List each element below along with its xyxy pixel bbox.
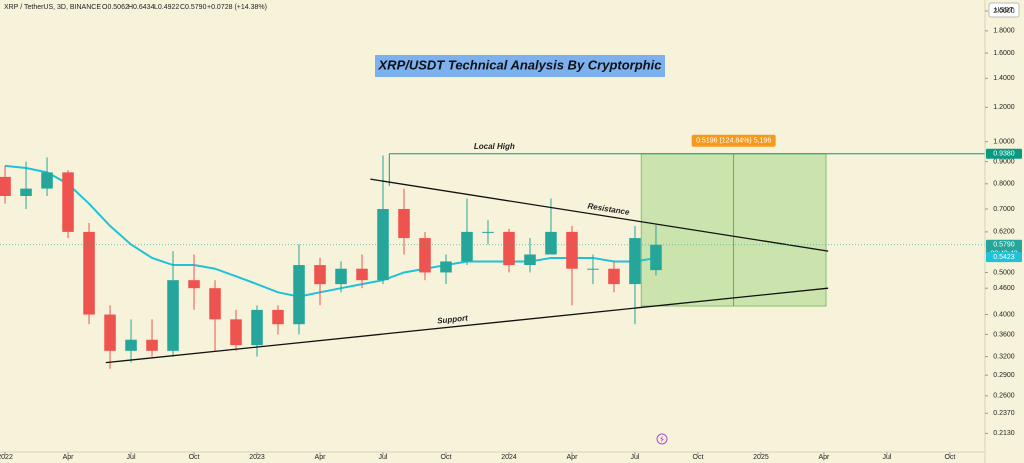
- y-tick-label: 0.3600: [993, 331, 1015, 338]
- candle-body: [461, 231, 473, 262]
- currency[interactable]: USDT: [994, 7, 1014, 14]
- candle-body: [650, 244, 662, 271]
- candle-body: [62, 172, 74, 232]
- candle-body: [314, 265, 326, 285]
- x-tick-label: 2023: [249, 454, 265, 461]
- currency-button[interactable]: [988, 2, 1020, 18]
- ohlc-high: H0.6434: [128, 4, 155, 11]
- price-tag: [986, 252, 1022, 263]
- y-tick-label: 0.2370: [993, 410, 1015, 417]
- candle-body: [230, 319, 242, 346]
- measure-label: 0.5196 (124.84%) 5,196: [696, 138, 771, 145]
- candle-body: [104, 314, 116, 351]
- x-tick-label: Apr: [818, 454, 830, 461]
- ohlc-change: +0.0728 (+14.38%): [207, 4, 267, 11]
- y-tick-label: 0.8000: [993, 181, 1015, 188]
- y-tick-label: 0.7000: [993, 206, 1015, 213]
- candle-body: [20, 188, 32, 196]
- price-tag-label: 0.5790: [993, 242, 1015, 249]
- candle-body: [146, 339, 158, 351]
- candle-body: [188, 280, 200, 289]
- y-tick-label: 2.0000: [993, 8, 1015, 15]
- price-tag-label: 0.9380: [993, 151, 1015, 158]
- candle-body: [272, 309, 284, 325]
- x-tick-label: 2022: [0, 454, 13, 461]
- ohlc-open: O0.5062: [102, 4, 129, 11]
- x-tick-label: 2024: [501, 454, 517, 461]
- x-tick-label: Oct: [693, 454, 704, 461]
- y-tick-label: 0.2600: [993, 393, 1015, 400]
- x-tick-label: 2025: [753, 454, 769, 461]
- event-icon: [656, 433, 668, 445]
- y-tick-label: 0.2130: [993, 430, 1015, 437]
- x-tick-label: Jul: [882, 454, 891, 461]
- y-tick-label: 1.8000: [993, 28, 1015, 35]
- chart-title: XRP/USDT Technical Analysis By Cryptorph…: [378, 57, 663, 72]
- y-tick-label: 0.9000: [993, 158, 1015, 165]
- candle-body: [41, 172, 53, 189]
- candle-body: [566, 231, 578, 269]
- candle-body: [398, 208, 410, 239]
- candle-body: [503, 231, 515, 266]
- candle-body: [251, 309, 263, 346]
- y-tick-label: 0.5000: [993, 269, 1015, 276]
- price-tag-label: 0.5423: [993, 254, 1015, 261]
- candle-body: [629, 238, 641, 285]
- x-tick-label: Oct: [944, 454, 955, 461]
- candle-body: [440, 261, 452, 273]
- candle-body: [356, 268, 368, 281]
- y-tick-label: 0.4600: [993, 285, 1015, 292]
- x-tick-label: Apr: [567, 454, 579, 461]
- x-tick-label: Oct: [441, 454, 452, 461]
- symbol: XRP / TetherUS, 3D, BINANCE: [4, 4, 101, 11]
- candle-body: [419, 238, 431, 273]
- candle-body: [125, 339, 137, 351]
- trendline: [370, 178, 829, 252]
- x-tick-label: Apr: [63, 454, 75, 461]
- measure-label-box: [691, 134, 776, 147]
- y-tick-label: 0.3200: [993, 353, 1015, 360]
- candle-body: [377, 208, 389, 281]
- price-tag: [986, 148, 1022, 159]
- y-tick-label: 0.6200: [993, 229, 1015, 236]
- candle-body: [83, 231, 95, 315]
- y-tick-label: 0.4000: [993, 311, 1015, 318]
- candle-body: [608, 268, 620, 285]
- x-tick-label: Jul: [379, 454, 388, 461]
- local-high-label: Local High: [474, 142, 515, 151]
- ohlc-close: C0.5790: [180, 4, 207, 11]
- candle-body: [524, 254, 536, 266]
- x-tick-label: Jul: [630, 454, 639, 461]
- x-tick-label: Oct: [189, 454, 200, 461]
- y-tick-label: 1.6000: [993, 50, 1015, 57]
- trendline: [105, 287, 829, 364]
- ohlc-low: L0.4922: [154, 4, 179, 11]
- moving-average: [4, 164, 657, 298]
- trendline-label: Support: [437, 313, 469, 325]
- candle-body: [587, 268, 599, 270]
- candle-body: [545, 231, 557, 255]
- candle-body: [293, 265, 305, 325]
- candle-body: [335, 268, 347, 285]
- y-tick-label: 1.4000: [993, 75, 1015, 82]
- candle-body: [209, 288, 221, 320]
- candle-body: [167, 280, 179, 351]
- candle-body: [482, 231, 494, 233]
- x-tick-label: Jul: [127, 454, 136, 461]
- y-tick-label: 1.0000: [993, 139, 1015, 146]
- candle-body: [0, 176, 11, 196]
- title-box: [375, 55, 665, 77]
- x-tick-label: Apr: [315, 454, 327, 461]
- y-tick-label: 1.2000: [993, 104, 1015, 111]
- y-tick-label: 0.2900: [993, 372, 1015, 379]
